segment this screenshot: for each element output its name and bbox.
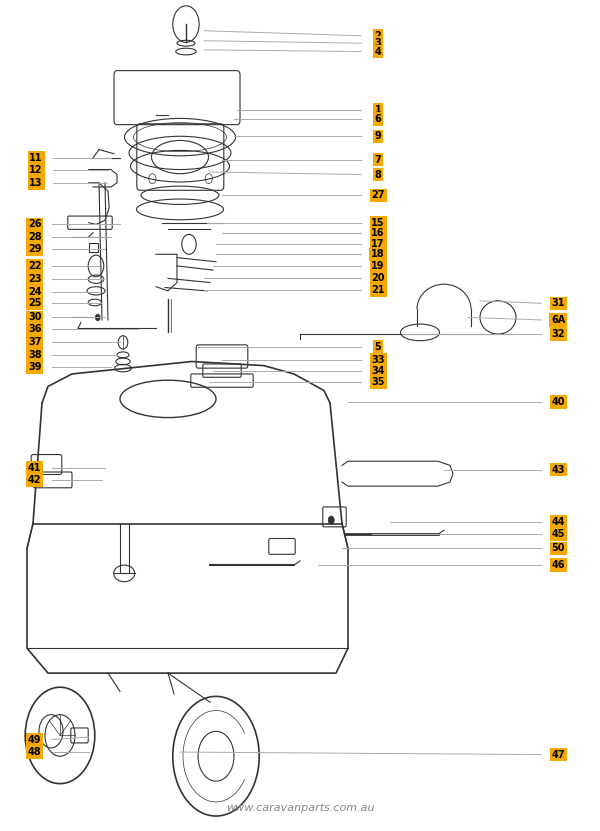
Text: 12: 12 xyxy=(29,165,43,175)
Text: 47: 47 xyxy=(551,750,565,760)
Text: 15: 15 xyxy=(371,218,385,228)
Text: 28: 28 xyxy=(28,232,41,242)
Text: 29: 29 xyxy=(28,244,41,254)
Text: 46: 46 xyxy=(551,560,565,570)
Text: 37: 37 xyxy=(28,337,41,347)
Text: 30: 30 xyxy=(28,312,41,322)
Text: 24: 24 xyxy=(28,287,41,297)
Text: 26: 26 xyxy=(28,219,41,229)
Text: 6A: 6A xyxy=(551,315,565,325)
Text: 49: 49 xyxy=(28,735,41,745)
Text: 27: 27 xyxy=(371,190,385,200)
Text: 2: 2 xyxy=(374,31,382,41)
Text: 5: 5 xyxy=(374,342,382,352)
Text: 22: 22 xyxy=(28,261,41,271)
Text: 4: 4 xyxy=(374,47,382,57)
Text: 45: 45 xyxy=(551,529,565,539)
Text: 6: 6 xyxy=(374,114,382,124)
Text: 31: 31 xyxy=(551,298,565,308)
Text: 11: 11 xyxy=(29,153,43,163)
Circle shape xyxy=(328,516,334,524)
Text: 16: 16 xyxy=(371,228,385,238)
Text: 9: 9 xyxy=(374,131,382,141)
Text: 7: 7 xyxy=(374,155,382,165)
Text: 13: 13 xyxy=(29,178,43,188)
Text: 36: 36 xyxy=(28,324,41,334)
Text: 3: 3 xyxy=(374,38,382,48)
Text: 39: 39 xyxy=(28,362,41,372)
Text: 50: 50 xyxy=(551,543,565,553)
Text: 8: 8 xyxy=(374,170,382,179)
Text: 41: 41 xyxy=(28,463,41,473)
Text: 20: 20 xyxy=(371,273,385,283)
Text: 32: 32 xyxy=(551,329,565,339)
Text: 34: 34 xyxy=(371,366,385,376)
Circle shape xyxy=(95,314,100,321)
Bar xyxy=(89,243,98,252)
Text: 42: 42 xyxy=(28,475,41,485)
Text: 1: 1 xyxy=(374,105,382,115)
Text: 21: 21 xyxy=(371,285,385,295)
Text: 33: 33 xyxy=(371,355,385,365)
Text: 38: 38 xyxy=(28,350,41,360)
Text: 40: 40 xyxy=(551,397,565,407)
Text: 48: 48 xyxy=(28,747,41,757)
Text: 19: 19 xyxy=(371,261,385,271)
Text: 43: 43 xyxy=(551,465,565,475)
Text: 44: 44 xyxy=(551,517,565,527)
Text: 25: 25 xyxy=(28,298,41,308)
Text: 17: 17 xyxy=(371,239,385,249)
Text: www.caravanparts.com.au: www.caravanparts.com.au xyxy=(226,803,374,813)
Text: 23: 23 xyxy=(28,274,41,284)
Text: 35: 35 xyxy=(371,377,385,387)
Text: 18: 18 xyxy=(371,249,385,259)
